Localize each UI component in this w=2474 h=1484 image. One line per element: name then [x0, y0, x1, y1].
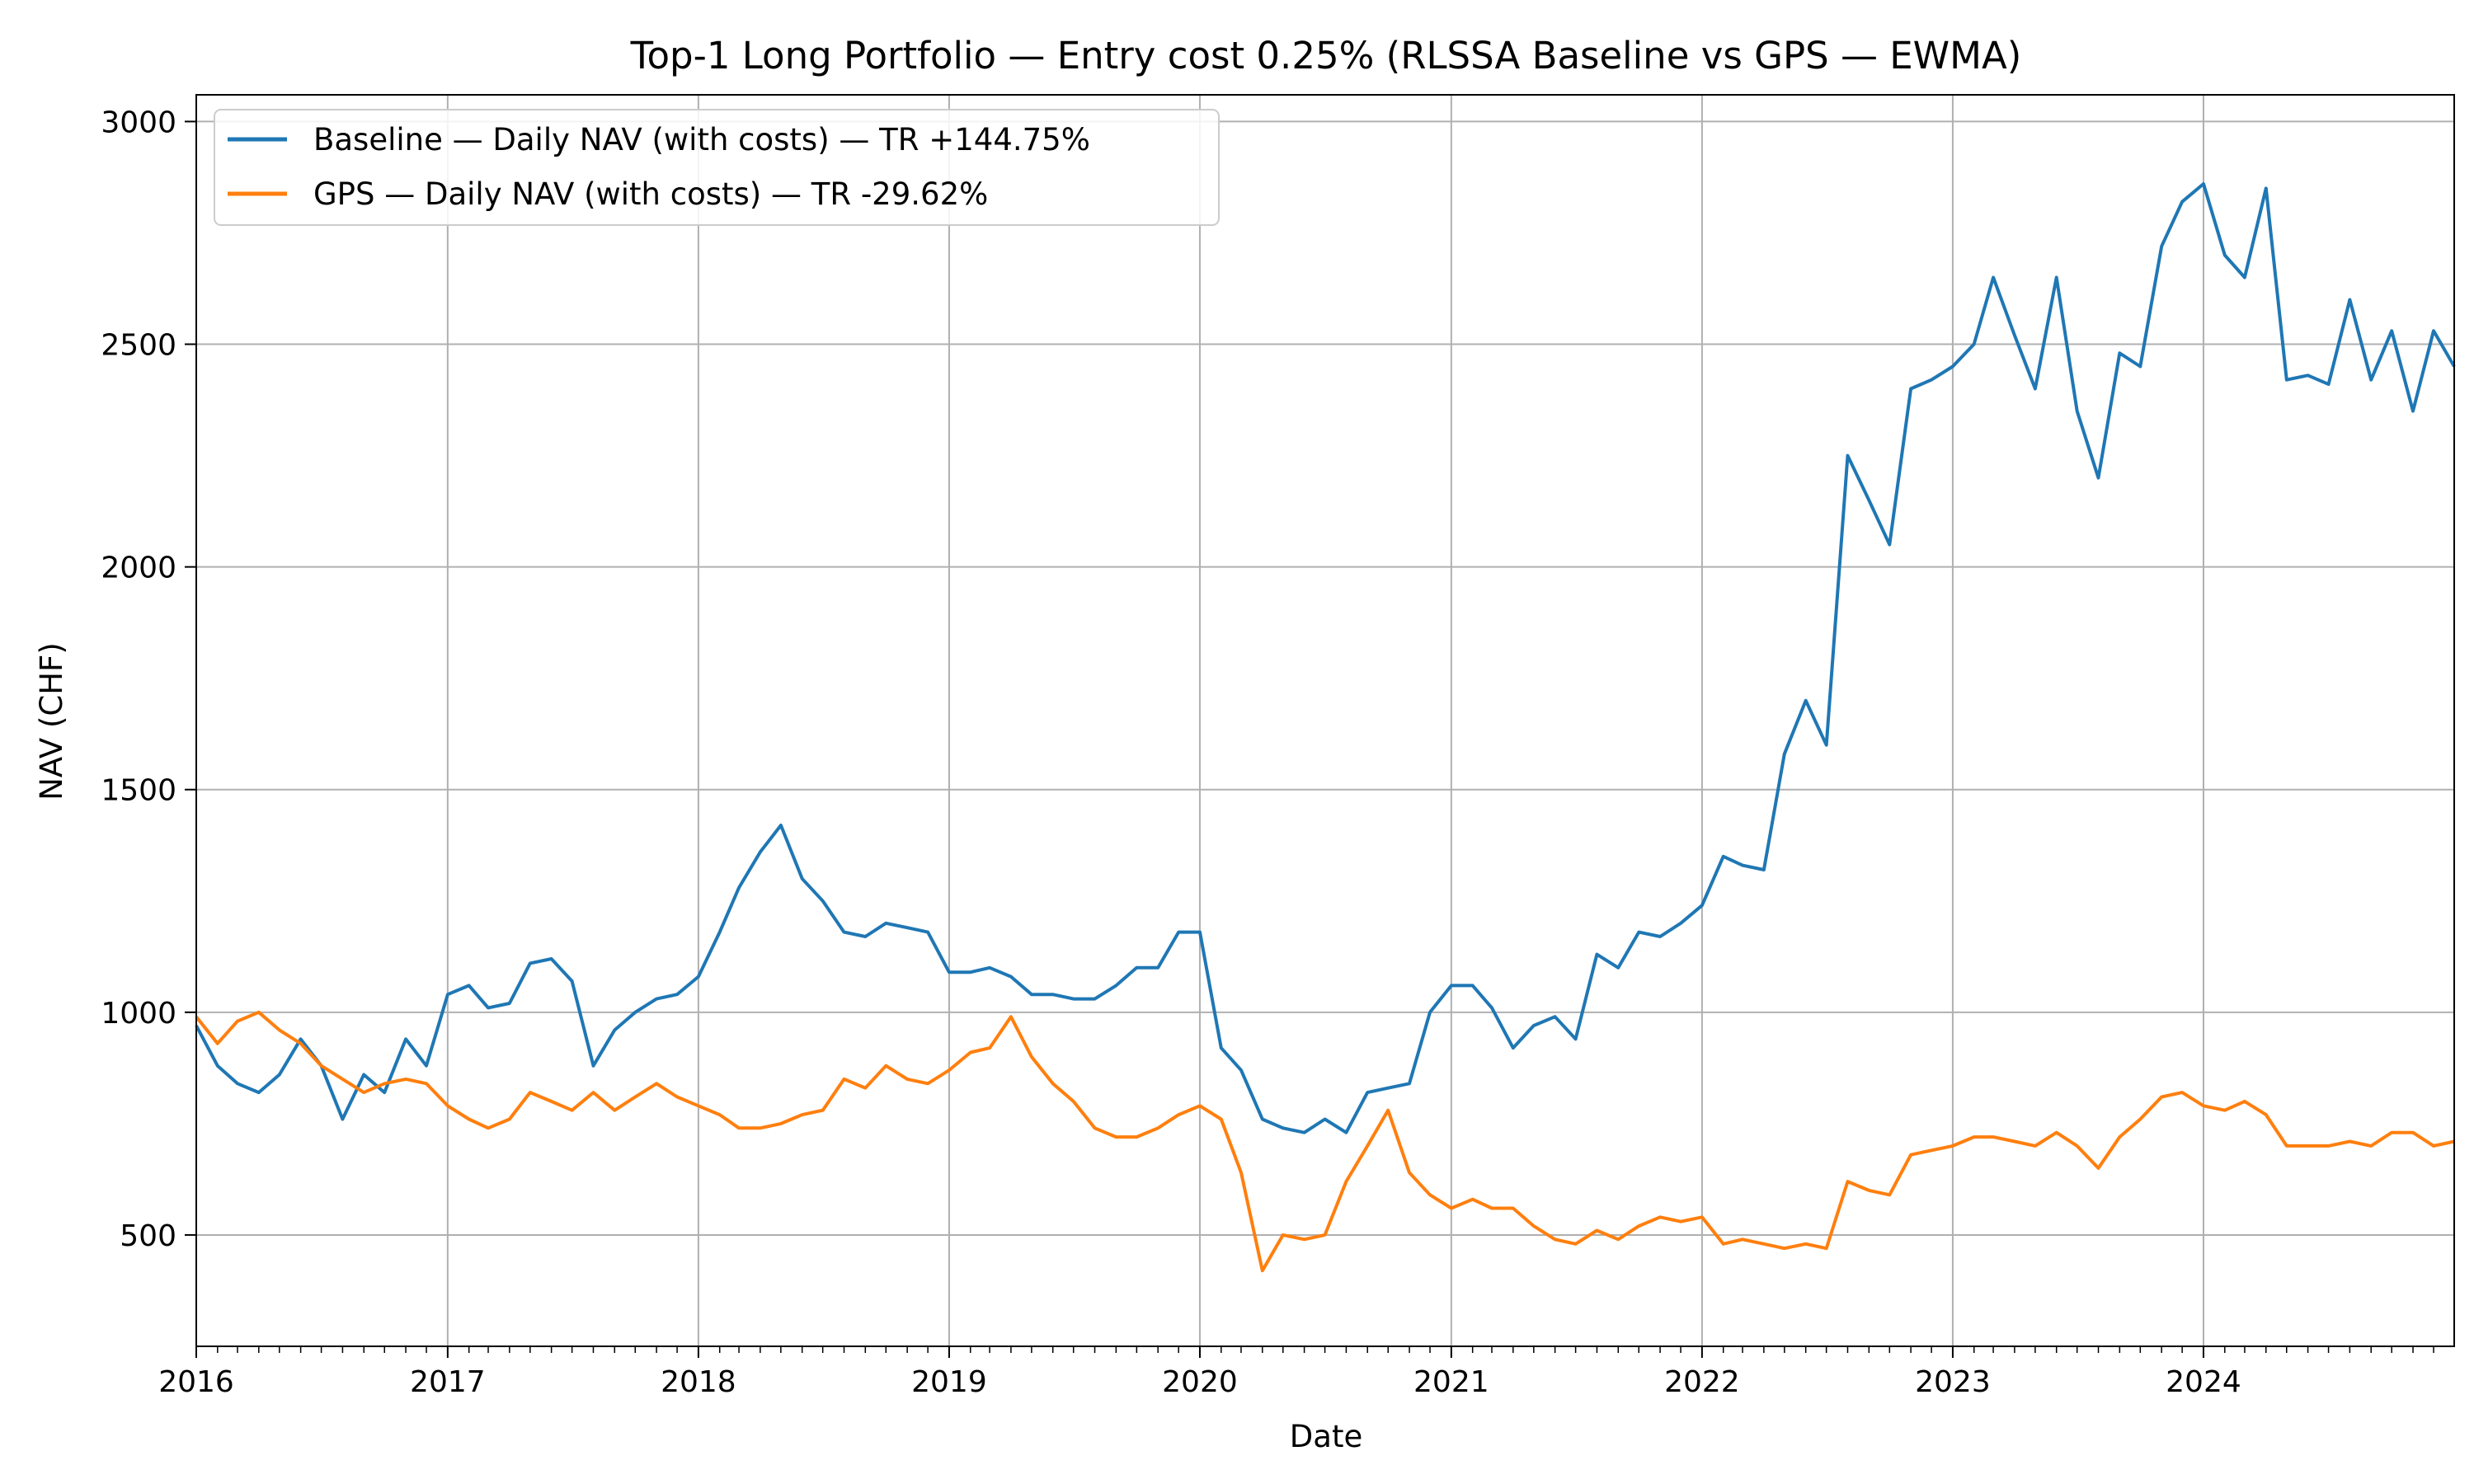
legend-entry-label: Baseline — Daily NAV (with costs) — TR +… [313, 122, 1090, 157]
y-tick-label: 2500 [101, 329, 176, 363]
x-tick-label: 2018 [661, 1365, 736, 1399]
x-tick-label: 2023 [1915, 1365, 1991, 1399]
y-tick-label: 500 [120, 1219, 176, 1253]
y-axis-label: NAV (CHF) [34, 642, 69, 801]
y-tick-label: 3000 [101, 106, 176, 139]
tick-labels: 2016 2017 2018 2019 2020 2021 2022 2023 2024 500 1… [101, 106, 2241, 1399]
axes [185, 94, 2455, 1358]
series-lines [195, 182, 2456, 1273]
legend-box [214, 109, 1220, 226]
x-tick-label: 2021 [1413, 1365, 1489, 1399]
y-tick-label: 1000 [101, 997, 176, 1031]
x-axis-label: Date [1290, 1419, 1362, 1454]
x-tick-label: 2024 [2166, 1365, 2241, 1399]
series-line [195, 1010, 2455, 1273]
y-tick-label: 1500 [101, 774, 176, 808]
x-tick-label: 2019 [911, 1365, 987, 1399]
chart-title: Top-1 Long Portfolio — Entry cost 0.25% … [630, 34, 2022, 77]
x-tick-label: 2020 [1162, 1365, 1238, 1399]
legend-entry-label: GPS — Daily NAV (with costs) — TR -29.62… [313, 176, 988, 212]
legend: Baseline — Daily NAV (with costs) — TR +… [214, 109, 1220, 226]
x-tick-label: 2022 [1664, 1365, 1740, 1399]
x-tick-label: 2017 [410, 1365, 486, 1399]
series-line [195, 182, 2456, 1134]
y-tick-label: 2000 [101, 552, 176, 585]
x-tick-label: 2016 [158, 1365, 234, 1399]
